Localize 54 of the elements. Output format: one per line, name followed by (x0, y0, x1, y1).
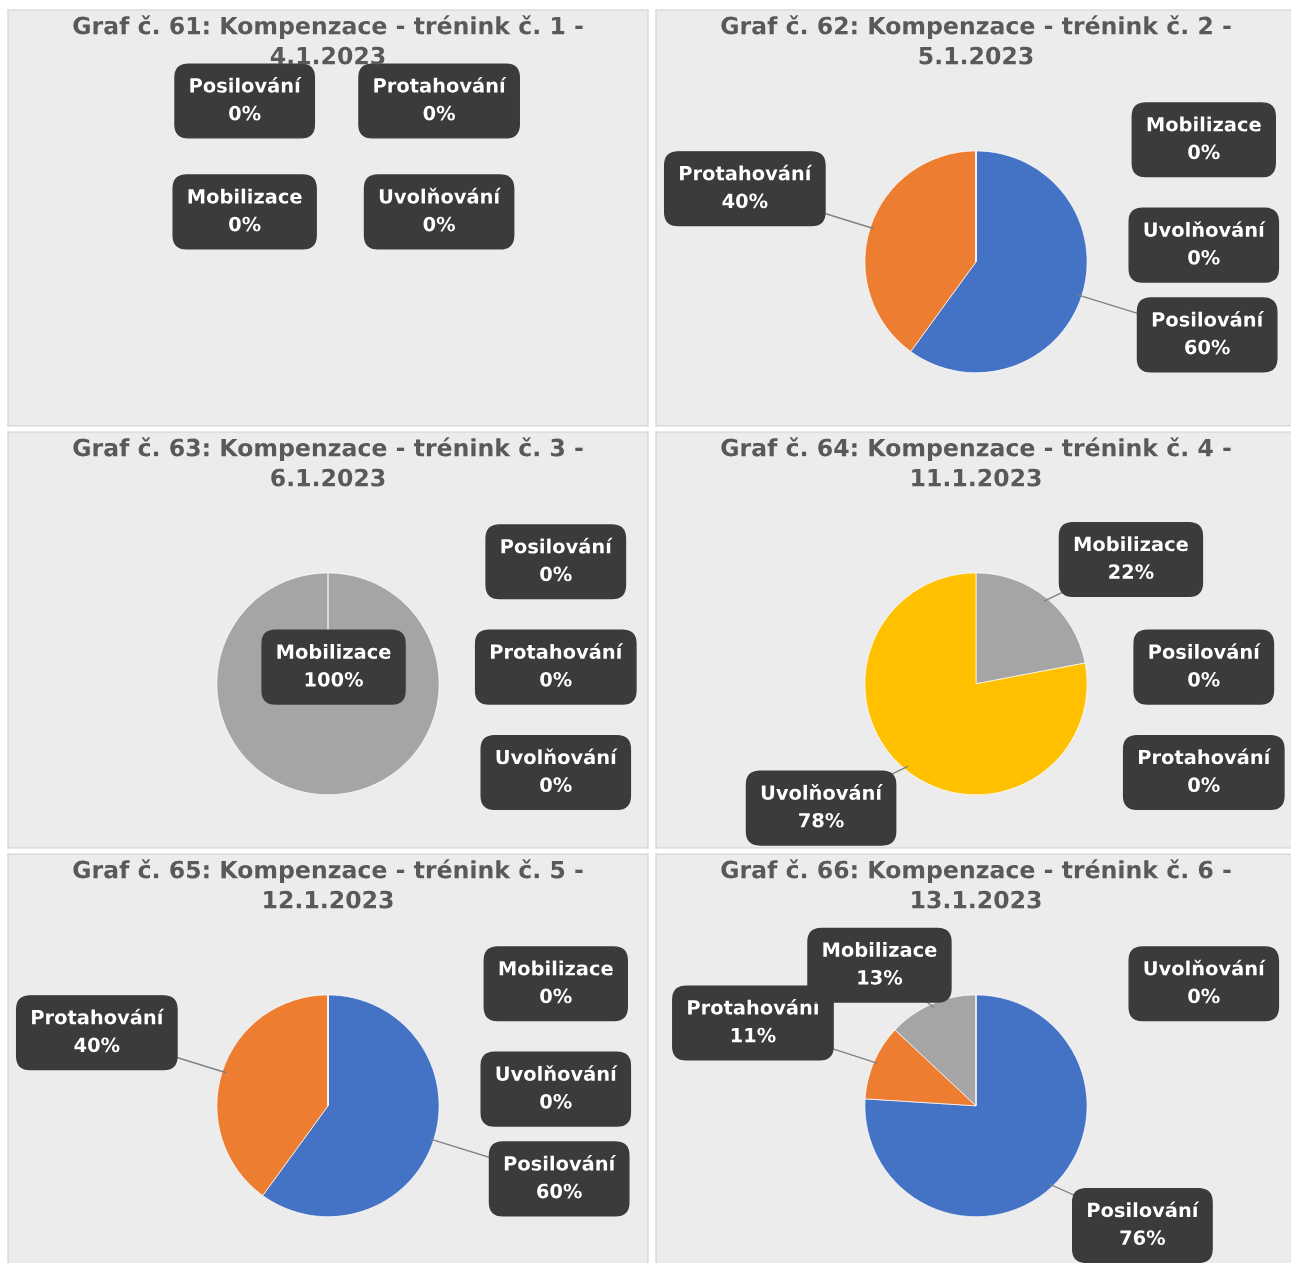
text: Graf č. 61: Kompenzace - trénink č. 1 - 4.1.2023 (73, 15, 583, 65)
category-label: Uvolňování (496, 1065, 618, 1081)
data-label: 13% (858, 969, 903, 985)
text: 0% (1188, 777, 1220, 793)
slice-label: Posilování (504, 1154, 617, 1171)
text: 0% (1188, 249, 1220, 265)
data-label: 40% (74, 1037, 120, 1053)
chart-title: Graf č. 63: Kompenzace - trénink č. 3 - 6.1.2023 (73, 437, 583, 487)
chart-title: Graf č. 62: Kompenzace - trénink č. 2 - 5.1.2023 (721, 15, 1231, 65)
category-label: Mobilizace (188, 188, 302, 204)
text: 0% (540, 988, 572, 1004)
slice-label: Protahování (32, 1008, 165, 1025)
data-label: 60% (537, 1183, 582, 1199)
slice-label: Posilování (1088, 1201, 1200, 1218)
category-label: Uvolňování (496, 748, 618, 765)
category-label: Posilování (1149, 643, 1261, 659)
category-label: Protahování (1139, 748, 1272, 765)
category-label: Mobilizace (1147, 116, 1261, 132)
slice-label: Posilování (1152, 310, 1265, 327)
category-label: Uvolňování (379, 187, 501, 204)
category-label: Posilování (190, 76, 302, 93)
data-label: 0% (229, 216, 261, 232)
data-label: 40% (722, 193, 768, 209)
category-label: Posilování (501, 537, 613, 554)
data-label: 0% (423, 216, 455, 232)
slice-label: Mobilizace (277, 643, 391, 659)
chart-title: Graf č. 64: Kompenzace - trénink č. 4 - 11.1.2023 (721, 437, 1231, 487)
slice-label: Protahování (688, 998, 821, 1015)
chart-title: Graf č. 66: Kompenzace - trénink č. 6 - 13.1.2023 (721, 859, 1231, 909)
chart-title: Graf č. 65: Kompenzace - trénink č. 5 - 12.1.2023 (73, 859, 583, 909)
data-label: 11% (731, 1027, 776, 1043)
data-label: 78% (799, 812, 844, 828)
category-label: Uvolňování (1144, 221, 1266, 237)
slice-label: Protahování (680, 164, 813, 181)
text: 0% (1188, 144, 1220, 160)
data-label: 22% (1109, 564, 1154, 579)
data-label: 0% (229, 105, 261, 121)
slice-label: Mobilizace (1074, 536, 1188, 552)
slice-label: Mobilizace (823, 941, 937, 957)
category-label: Uvolňování (1144, 959, 1266, 976)
slice-label: Uvolňování (761, 784, 883, 800)
data-label: 0% (423, 105, 455, 121)
text: 0% (540, 777, 572, 793)
text: 0% (540, 671, 572, 687)
category-label: Mobilizace (499, 960, 613, 976)
data-label: 76% (1120, 1230, 1166, 1245)
text: 0% (1188, 671, 1220, 687)
category-label: Protahování (374, 76, 507, 93)
data-label: 100% (305, 671, 363, 687)
text: 0% (540, 566, 572, 582)
text: 0% (540, 1093, 572, 1109)
category-label: Protahování (491, 643, 624, 659)
text: 0% (1188, 988, 1220, 1004)
data-label: 60% (1185, 339, 1230, 355)
